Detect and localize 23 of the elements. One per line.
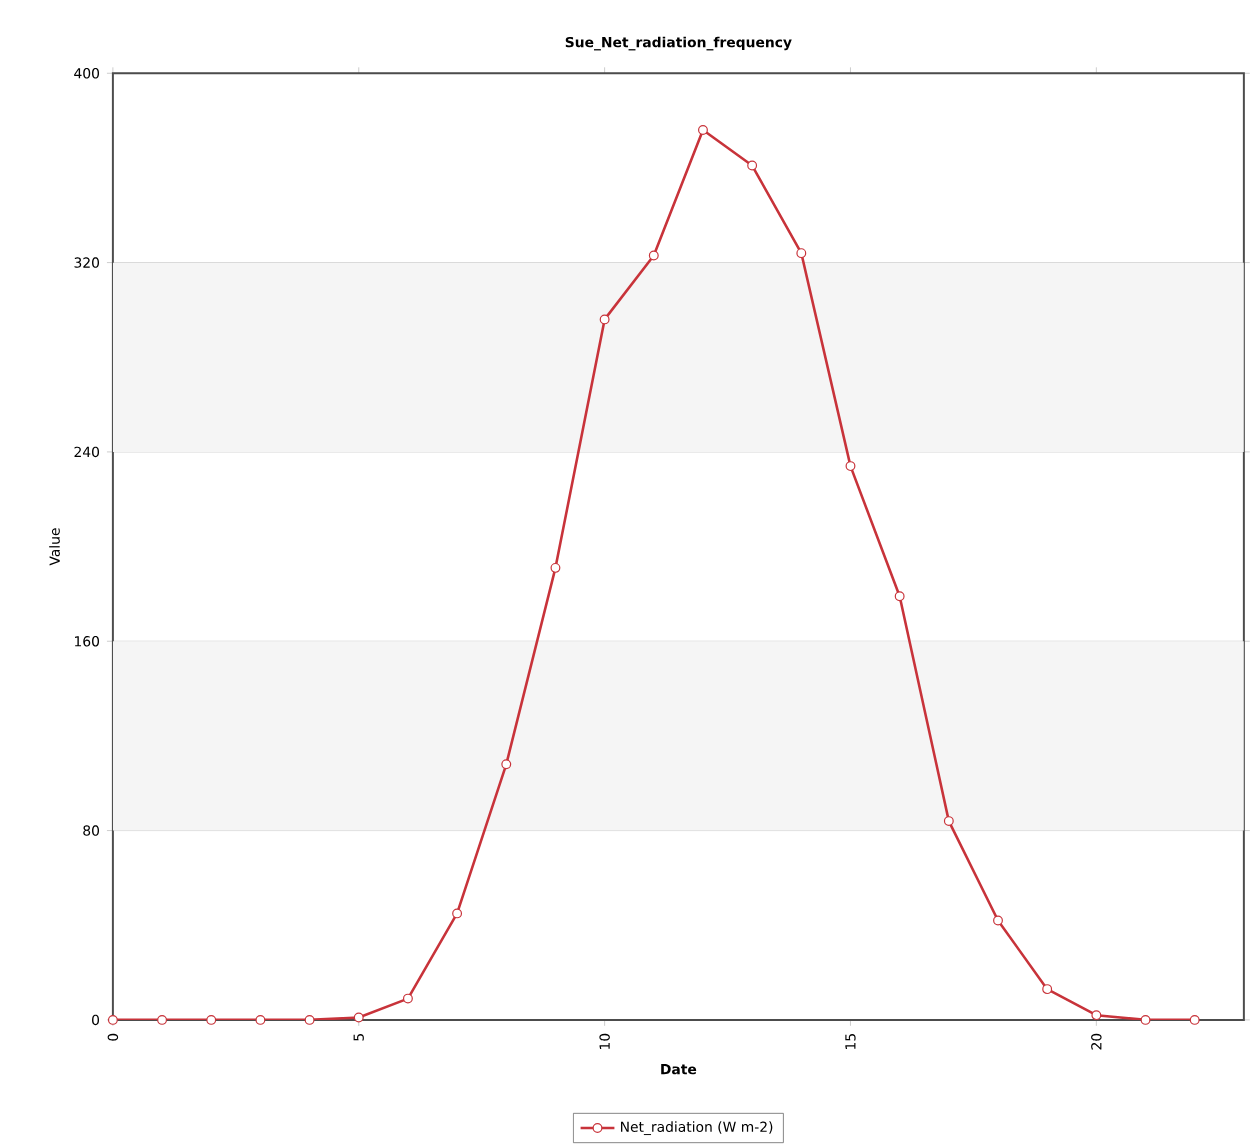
point bbox=[501, 759, 512, 769]
point bbox=[1189, 1014, 1200, 1025]
point bbox=[1042, 983, 1053, 994]
point bbox=[550, 562, 561, 573]
point bbox=[747, 160, 758, 171]
point bbox=[157, 1014, 168, 1025]
point bbox=[599, 314, 610, 325]
point bbox=[894, 591, 905, 601]
point bbox=[304, 1014, 315, 1025]
point bbox=[206, 1014, 217, 1025]
point bbox=[1140, 1014, 1151, 1025]
point bbox=[452, 908, 463, 919]
point bbox=[698, 124, 708, 135]
point bbox=[993, 915, 1003, 926]
point bbox=[943, 815, 954, 826]
point bbox=[107, 1014, 118, 1025]
point bbox=[845, 460, 856, 471]
point bbox=[402, 993, 413, 1004]
point bbox=[648, 250, 659, 261]
point bbox=[1091, 1009, 1102, 1020]
point bbox=[796, 247, 807, 258]
point bbox=[255, 1014, 266, 1025]
point bbox=[353, 1012, 364, 1023]
